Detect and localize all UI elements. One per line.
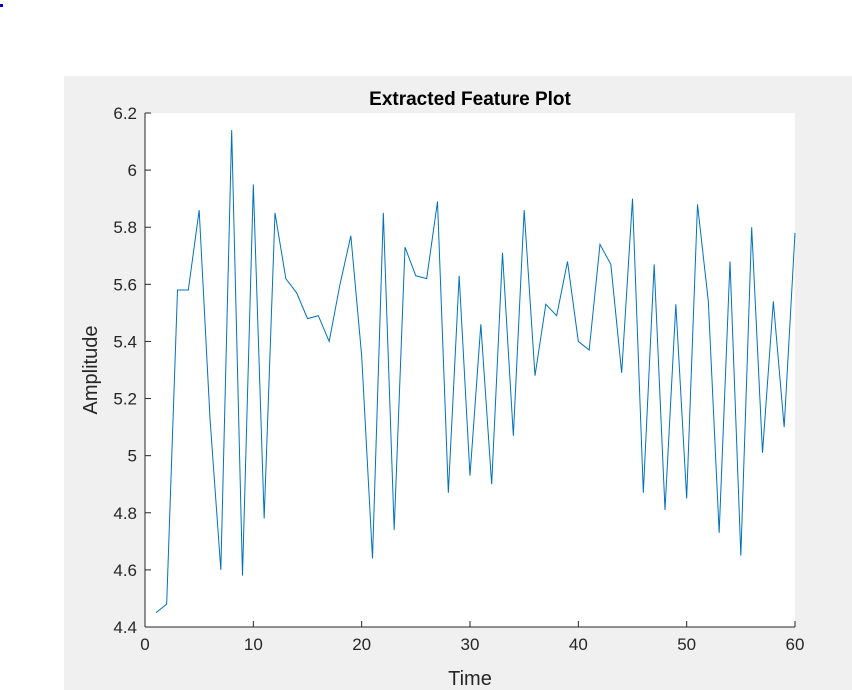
y-tick-label: 5.8 [113, 218, 137, 237]
x-axis-label: Time [448, 668, 492, 690]
series-line [155, 130, 796, 614]
y-tick-label: 4.8 [113, 504, 137, 523]
x-tick-label: 60 [786, 635, 805, 654]
line-chart: 0 10 20 30 40 50 604.44.64.855.25.45.65.866.2 … [80, 89, 804, 690]
y-axis-label: Amplitude [80, 326, 102, 415]
ticks-layer: 0 10 20 30 40 50 60 4.4 4.6 4.8 5 5.2 5.4 5.6 5.8 6 6.2 [113, 104, 804, 654]
x-tick-label: 40 [569, 635, 588, 654]
series-layer [155, 130, 796, 614]
x-tick-label: 0 [140, 635, 149, 654]
figure-panel: 0 10 20 30 40 50 60 4.4 4.6 4.8 5 5.2 5.4 5.6 5.8 6 6.2 … [64, 76, 852, 690]
y-tick-label: 6 [128, 161, 137, 180]
chart-title: Extracted Feature Plot [369, 89, 571, 110]
y-tick-label: 4.6 [113, 561, 137, 580]
x-tick-label: 30 [461, 635, 480, 654]
y-tick-label: 5.4 [113, 332, 137, 351]
corner-marker [0, 4, 3, 7]
x-tick-label: 10 [244, 635, 263, 654]
y-tick-label: 6.2 [113, 104, 137, 123]
y-tick-label: 5.6 [113, 275, 137, 294]
plot-area [145, 113, 795, 627]
y-tick-label: 5 [128, 447, 137, 466]
x-tick-label: 20 [352, 635, 371, 654]
y-tick-label: 4.4 [113, 618, 137, 637]
x-tick-label: 50 [677, 635, 696, 654]
y-tick-label: 5.2 [113, 390, 137, 409]
